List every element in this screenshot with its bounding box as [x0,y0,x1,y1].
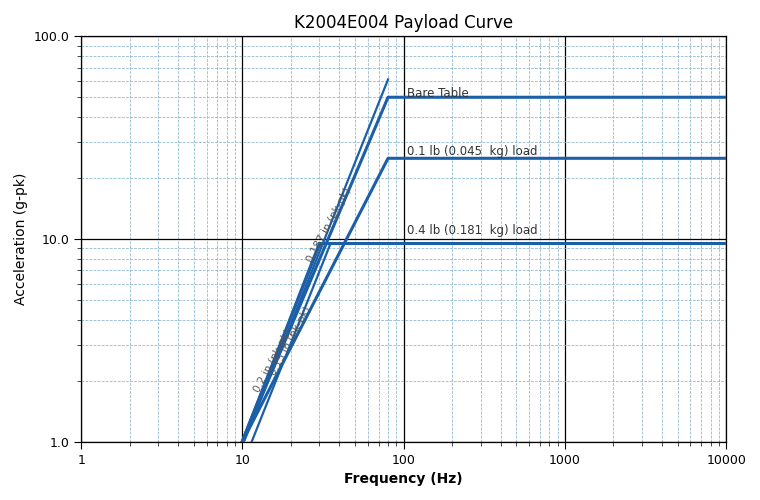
Y-axis label: Acceleration (g-pk): Acceleration (g-pk) [14,173,28,305]
Text: 0.2 in (pk-pk): 0.2 in (pk-pk) [252,327,293,394]
X-axis label: Frequency (Hz): Frequency (Hz) [344,472,463,486]
Text: 0.1 lb (0.045  kg) load: 0.1 lb (0.045 kg) load [407,145,537,158]
Title: K2004E004 Payload Curve: K2004E004 Payload Curve [294,14,513,32]
Text: 0.15 in (pk-pk): 0.15 in (pk-pk) [268,304,313,377]
Text: 0.4 lb (0.181  kg) load: 0.4 lb (0.181 kg) load [407,224,537,237]
Text: 0.187 in (pk-pk): 0.187 in (pk-pk) [306,186,353,264]
Text: Bare Table: Bare Table [407,88,469,101]
